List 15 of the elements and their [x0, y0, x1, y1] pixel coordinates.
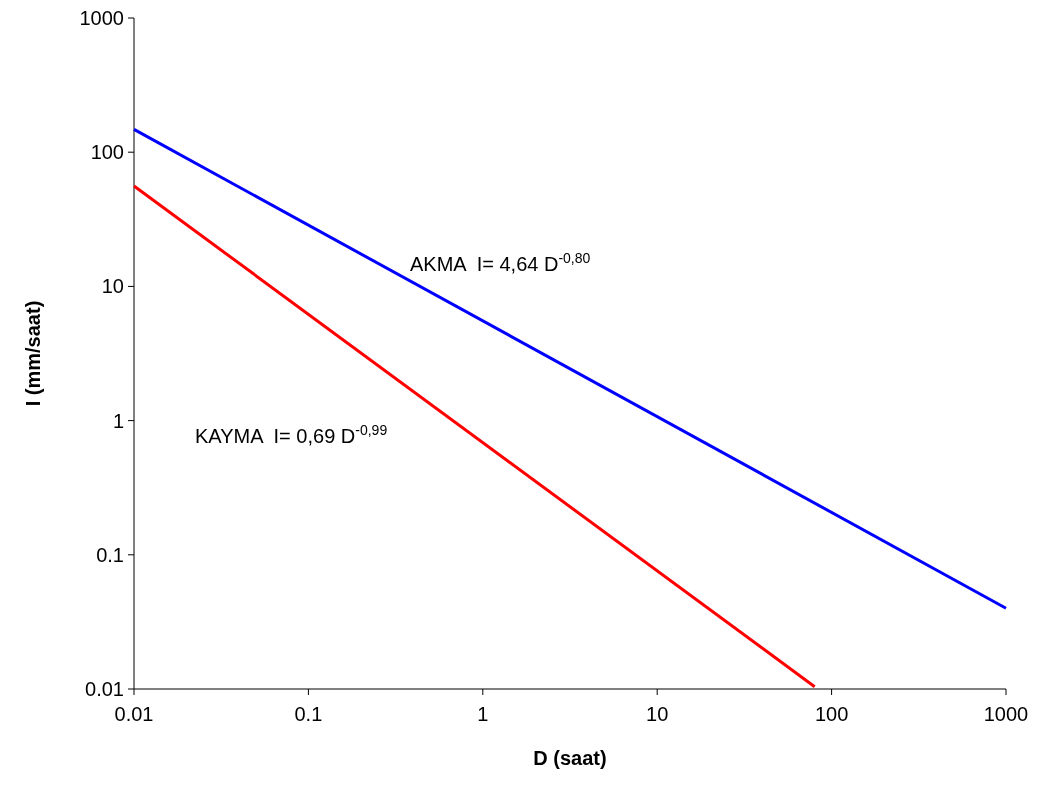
- annotation: KAYMA I= 0,69 D$^{-0,99}$: [195, 422, 388, 447]
- y-tick-label: 1: [112, 409, 124, 432]
- y-axis-title: I (mm/saat): [22, 300, 44, 407]
- y-tick-label: 0.1: [96, 543, 124, 566]
- x-axis-title: D (saat): [533, 747, 607, 769]
- y-tick-label: 10: [101, 275, 124, 298]
- x-tick-label: 1: [477, 703, 489, 725]
- x-tick-label: 1000: [983, 703, 1029, 725]
- annotation: AKMA I= 4,64 D$^{-0,80}$: [410, 250, 591, 275]
- x-tick-label: 0.1: [294, 703, 323, 725]
- x-tick-label: 100: [814, 703, 849, 725]
- y-tick-label: 1000: [79, 7, 124, 29]
- y-tick-label: 0.01: [85, 678, 124, 700]
- y-tick-label: 100: [90, 141, 124, 164]
- x-tick-label: 10: [646, 703, 669, 725]
